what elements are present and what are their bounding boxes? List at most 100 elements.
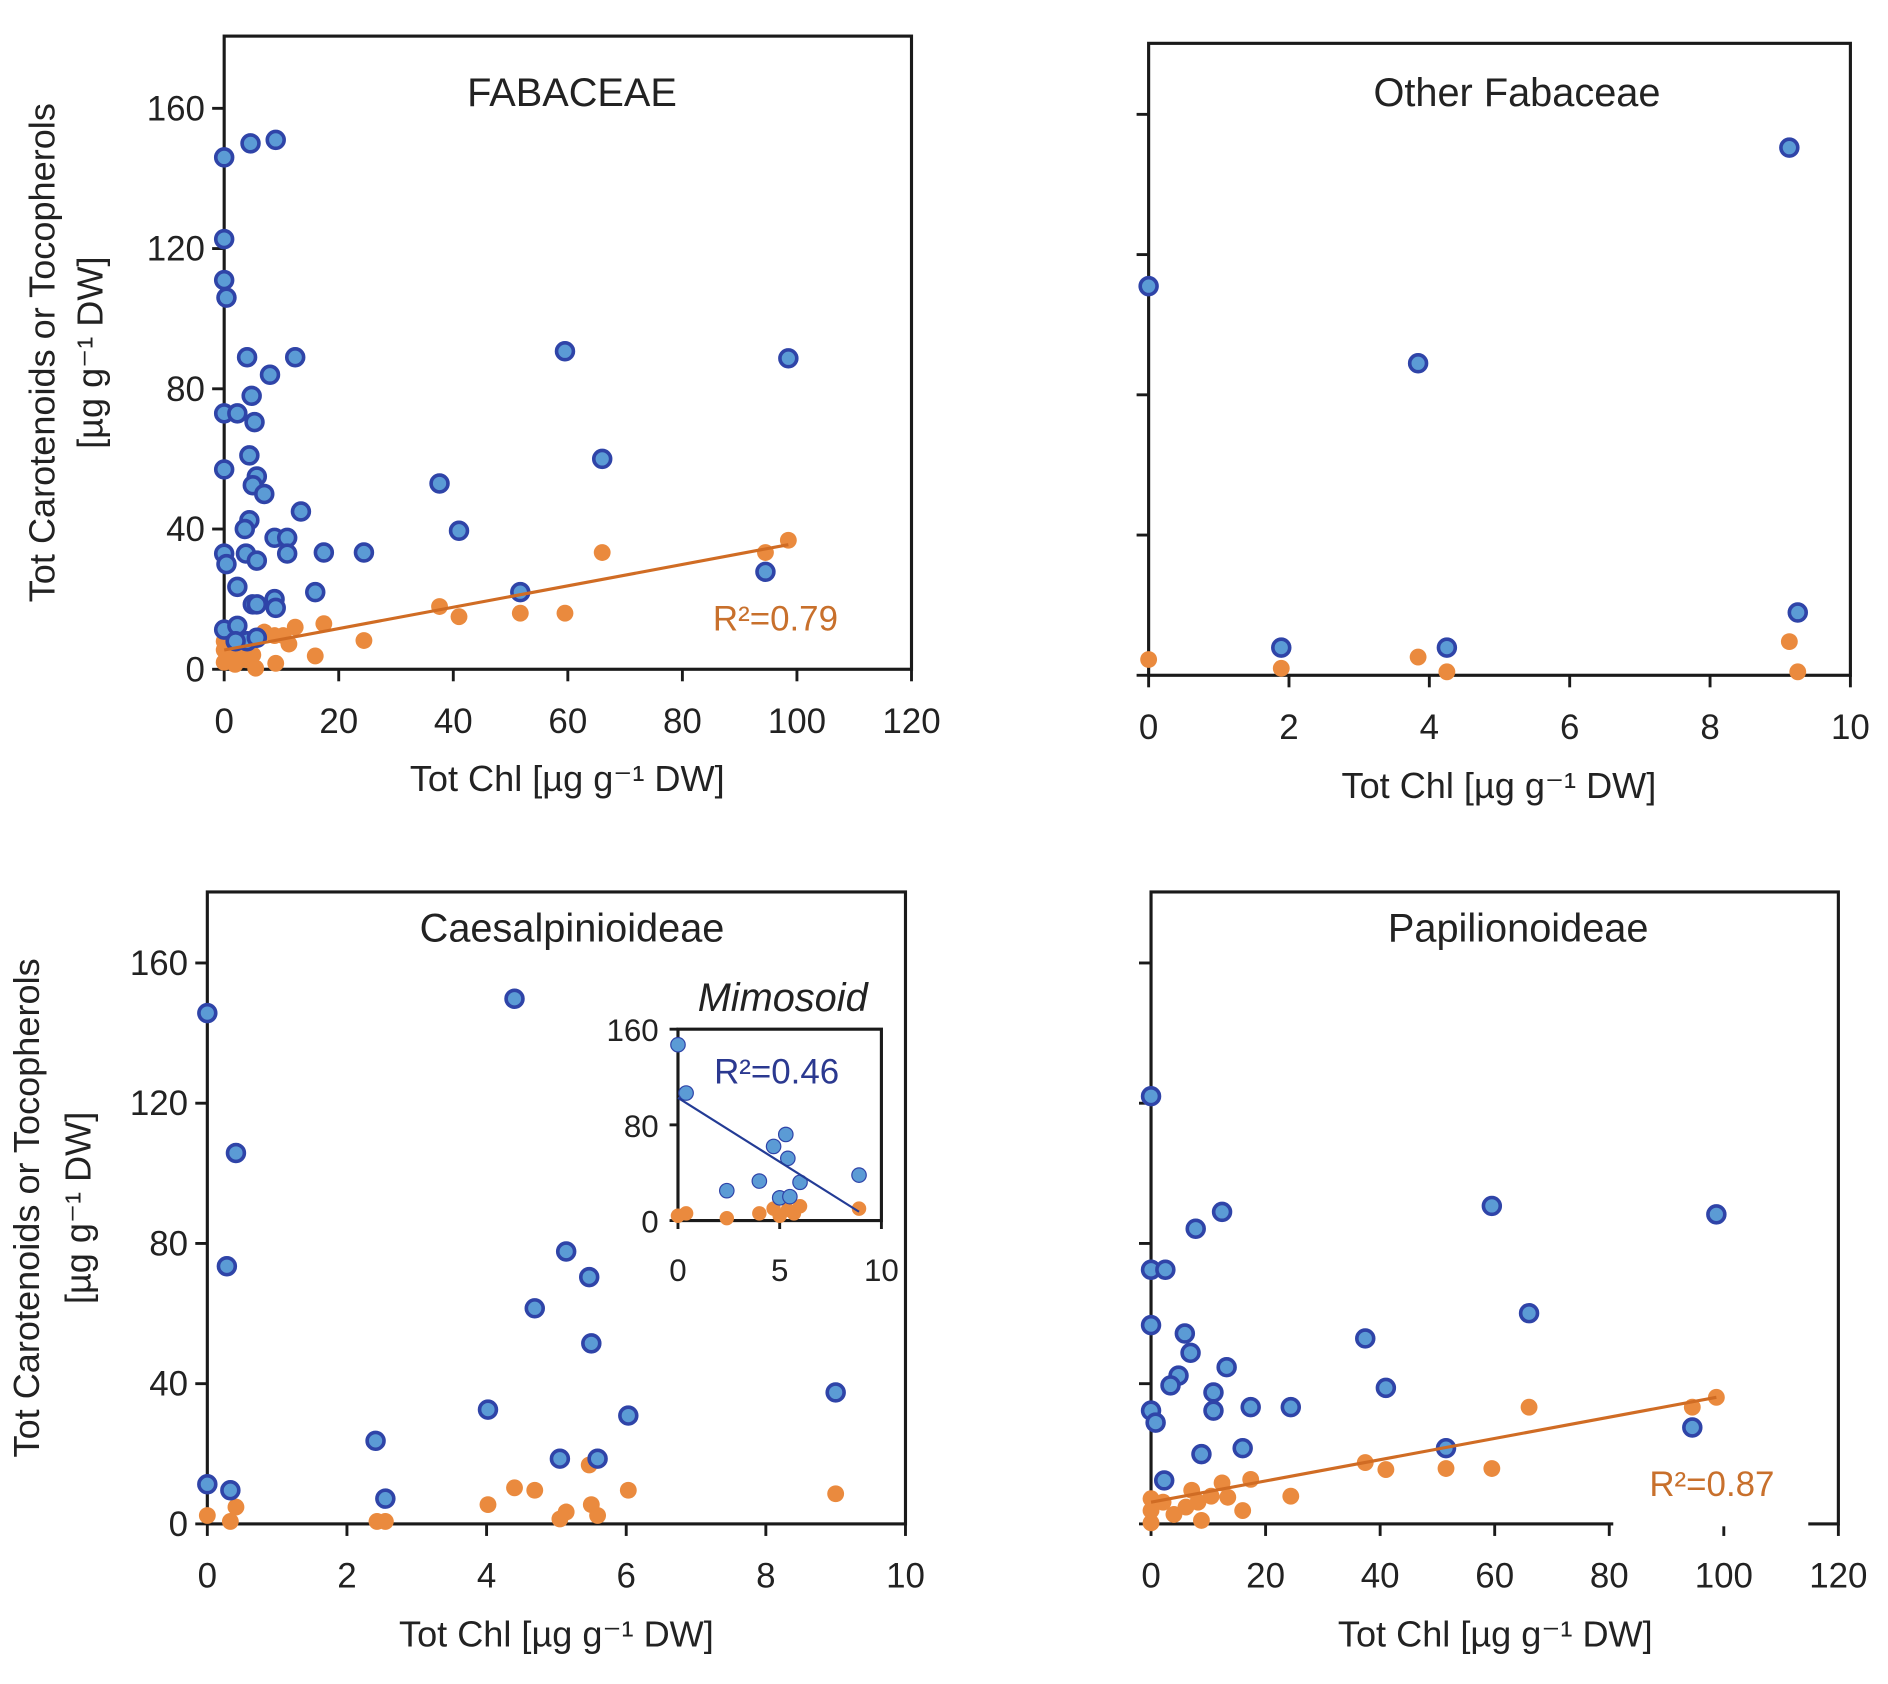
x-tick-label: 6 <box>617 1557 636 1596</box>
tocopherol-point <box>1437 1460 1455 1477</box>
r-squared-label: R²=0.87 <box>1649 1465 1774 1504</box>
tocopherol-point <box>247 659 265 677</box>
y-tick-label: 80 <box>624 1109 659 1144</box>
panel-fabaceae: 0 40 80 120 160 0 20 40 60 80 100 120 FABACEAE Tot Ch… <box>21 34 941 799</box>
y-tick-label: 160 <box>130 944 188 983</box>
carotenoid-point <box>241 385 262 407</box>
x-axis-label: Tot Chl [µg g⁻¹ DW] <box>410 758 725 799</box>
y-tick-label: 120 <box>130 1084 188 1123</box>
carotenoid-point <box>718 1182 735 1199</box>
panel-mimosoid-inset: 0 80 160 0 5 10 Mimosoid R²=0.46 <box>607 976 899 1288</box>
carotenoid-point <box>587 1448 608 1469</box>
carotenoid-point <box>1232 1437 1253 1459</box>
tocopherol-point <box>1142 1502 1160 1520</box>
carotenoid-point <box>1682 1417 1703 1438</box>
carotenoid-point <box>305 581 326 603</box>
trend-line <box>677 1096 860 1213</box>
inset-background <box>677 1029 882 1221</box>
x-tick-label: 6 <box>1560 708 1579 747</box>
carotenoid-point <box>353 542 375 563</box>
tocopherol-point <box>221 1513 239 1530</box>
carotenoid-point <box>549 1448 571 1469</box>
x-tick-label: 100 <box>768 702 826 741</box>
carotenoid-point <box>555 1241 577 1262</box>
tocopherol-point <box>1193 1511 1210 1529</box>
y-tick-label: 0 <box>186 650 205 689</box>
tocopherol-point <box>1272 659 1290 677</box>
x-tick-label: 120 <box>1809 1557 1867 1596</box>
tocopherol-point <box>506 1479 523 1497</box>
x-tick-label: 0 <box>1139 708 1158 747</box>
panel-caesalpinioideae: 0 40 80 120 160 0 2 4 6 8 10 Caesalpinioideae Tot Ch… <box>6 890 925 1655</box>
carotenoid-point <box>236 347 258 368</box>
x-tick-label: 8 <box>756 1557 775 1596</box>
carotenoid-point <box>1140 1314 1162 1336</box>
tocopherol-point <box>227 1498 245 1516</box>
carotenoid-point <box>365 1430 386 1452</box>
x-tick-label: 0 <box>198 1557 217 1596</box>
carotenoid-point <box>225 630 246 652</box>
carotenoid-point <box>213 228 235 250</box>
carotenoid-point <box>1174 1323 1196 1344</box>
y-axis-label: Tot Carotenoids or Tocopherols <box>21 103 62 602</box>
carotenoid-point <box>1216 1356 1237 1378</box>
carotenoid-point <box>1271 637 1292 658</box>
x-tick-label: 8 <box>1700 708 1719 747</box>
tocopherol-point <box>355 632 373 649</box>
carotenoid-point <box>246 550 268 571</box>
carotenoid-point <box>524 1298 545 1319</box>
carotenoid-point <box>227 403 248 424</box>
carotenoid-point <box>1407 353 1429 374</box>
carotenoid-point <box>429 473 450 494</box>
panel-title: Caesalpinioideae <box>420 906 725 950</box>
x-tick-label: 60 <box>548 702 587 741</box>
x-tick-label: 4 <box>477 1557 496 1596</box>
carotenoid-point <box>213 269 235 291</box>
r-squared-label: R²=0.46 <box>714 1052 839 1091</box>
carotenoid-point <box>1779 137 1800 158</box>
tocopherol-point <box>1520 1398 1538 1416</box>
x-tick-label: 80 <box>663 702 702 741</box>
carotenoid-point <box>259 364 281 386</box>
carotenoid-point <box>276 543 298 564</box>
y-tick-label: 0 <box>169 1505 188 1544</box>
x-tick-label: 0 <box>669 1253 686 1288</box>
carotenoid-point <box>1436 637 1458 658</box>
y-tick-label: 40 <box>149 1365 188 1404</box>
carotenoid-point <box>1211 1201 1233 1223</box>
carotenoid-point <box>254 483 275 505</box>
tocopherol-point <box>557 1503 575 1521</box>
carotenoid-point <box>554 341 576 362</box>
y-axis-label: Tot Carotenoids or Tocopherols <box>6 958 47 1457</box>
carotenoid-point <box>1280 1396 1302 1418</box>
carotenoid-point <box>1160 1375 1181 1396</box>
trend-line <box>223 543 789 652</box>
carotenoid-point <box>1153 1470 1175 1491</box>
carotenoid-point <box>755 561 776 583</box>
tocopherol-point <box>1189 1493 1207 1511</box>
tocopherol-point <box>1409 648 1427 666</box>
tocopherol-point <box>593 544 611 561</box>
carotenoid-point <box>213 147 235 168</box>
panel-title: Other Fabaceae <box>1373 71 1660 115</box>
carotenoid-point <box>825 1382 846 1403</box>
panel-title: FABACEAE <box>467 71 677 115</box>
carotenoid-point <box>1240 1396 1261 1418</box>
y-axis-unit-label: [µg g⁻¹ DW] <box>70 257 111 449</box>
tocopherol-point <box>526 1481 544 1499</box>
y-tick-label: 160 <box>147 89 205 128</box>
panel-title: Mimosoid <box>698 976 870 1020</box>
carotenoid-point <box>477 1399 499 1420</box>
x-tick-label: 10 <box>864 1253 899 1288</box>
carotenoid-point <box>1481 1195 1503 1217</box>
y-tick-label: 120 <box>147 230 205 269</box>
tocopherol-point <box>752 1206 767 1221</box>
tocopherol-point <box>450 608 468 626</box>
carotenoid-point <box>213 459 235 480</box>
tocopherol-point <box>198 1507 216 1524</box>
panel-other-fabaceae: 0 2 4 6 8 10 Other Fabaceae Tot Chl [µg g⁻¹ DW] <box>1136 41 1870 806</box>
tocopherol-point <box>286 618 304 636</box>
annotation-background <box>1613 1456 1809 1527</box>
carotenoid-point <box>504 988 525 1009</box>
carotenoid-point <box>670 1036 686 1053</box>
